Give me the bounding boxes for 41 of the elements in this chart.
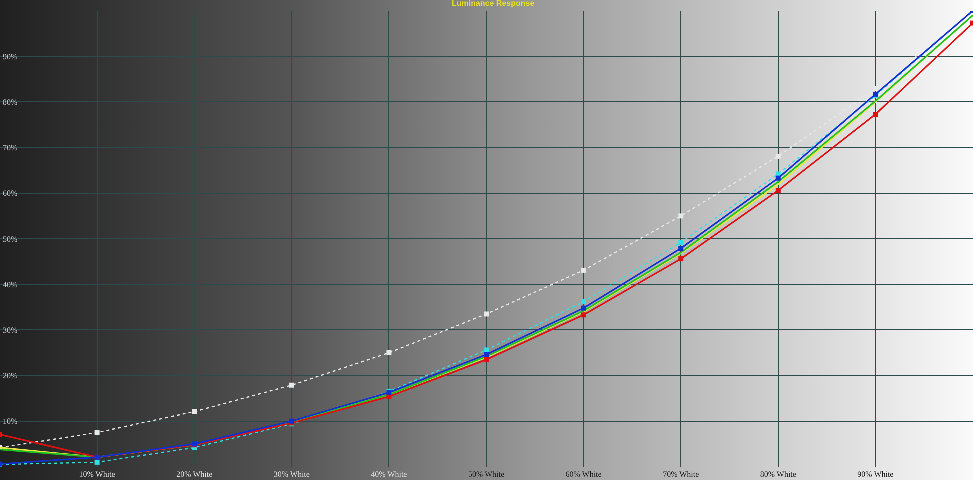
y-tick-label: 20% (3, 372, 18, 381)
point (484, 357, 489, 362)
point (678, 246, 684, 252)
point (776, 188, 781, 194)
point (678, 214, 684, 219)
x-tick-label: 80% White (760, 470, 797, 479)
y-tick-label: 10% (3, 417, 18, 426)
y-tick-label: 30% (3, 326, 18, 335)
x-tick-label: 70% White (663, 470, 700, 479)
point (484, 312, 489, 317)
point (484, 348, 489, 353)
point (873, 112, 878, 118)
point (581, 268, 586, 273)
point (581, 306, 586, 311)
y-tick-label: 90% (3, 52, 18, 62)
x-tick-label: 50% White (468, 470, 505, 479)
x-tick-label: 30% White (274, 470, 310, 479)
point (581, 299, 586, 304)
x-tick-label: 10% White (79, 470, 116, 479)
point (289, 382, 294, 388)
point (776, 154, 781, 159)
point (581, 312, 586, 318)
x-tick-label: 90% White (858, 470, 894, 479)
y-tick-label: 50% (3, 234, 18, 244)
point (94, 430, 100, 436)
y-tick-label: 80% (3, 98, 18, 107)
y-tick-label: 60% (3, 189, 18, 198)
y-tick-label: 70% (3, 144, 18, 153)
point (386, 394, 392, 400)
chart-title: Luminance Response (452, 0, 536, 8)
x-tick-label: 60% White (566, 470, 602, 479)
point (678, 256, 684, 262)
point (776, 176, 781, 181)
point (94, 460, 100, 465)
point (386, 350, 392, 356)
x-tick-label: 40% White (371, 470, 408, 479)
point (484, 352, 489, 358)
y-tick-label: 40% (3, 280, 18, 290)
point (678, 240, 684, 246)
point (192, 409, 198, 414)
x-tick-label: 20% White (176, 470, 214, 479)
